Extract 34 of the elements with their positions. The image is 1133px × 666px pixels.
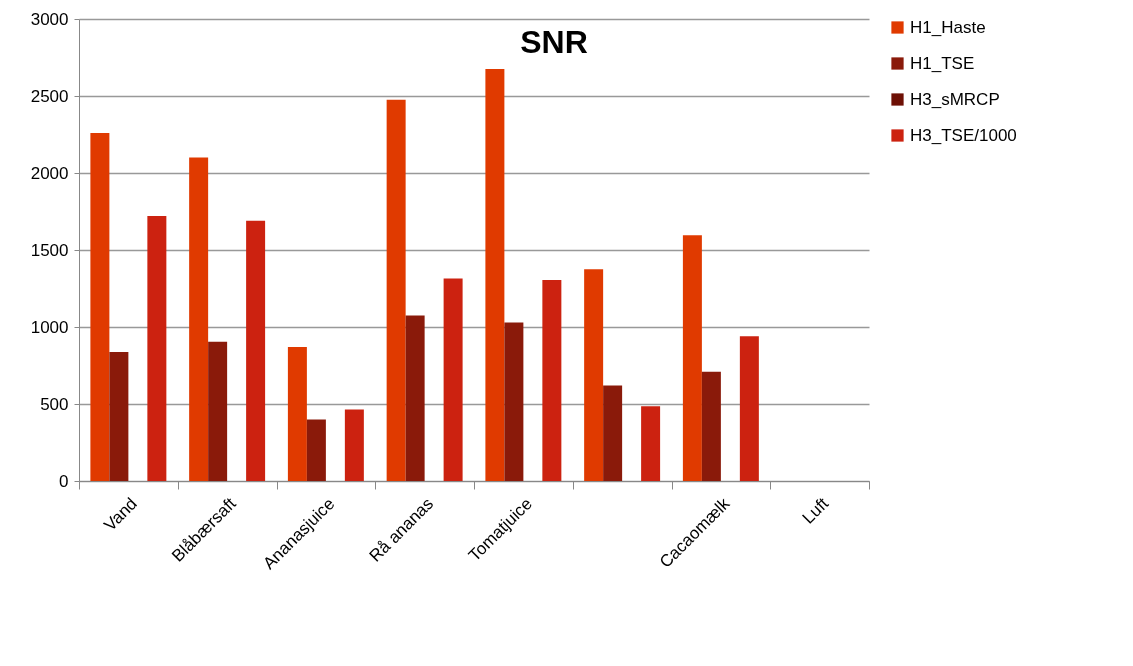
x-tick-label: Luft xyxy=(798,493,833,528)
bar xyxy=(405,315,425,481)
bar xyxy=(306,419,326,481)
bar xyxy=(109,351,129,481)
legend-label: H3_TSE/1000 xyxy=(910,125,1017,145)
bar xyxy=(485,69,505,481)
bar xyxy=(147,216,167,481)
bar xyxy=(90,132,110,481)
bar xyxy=(542,280,562,481)
y-tick-label: 1500 xyxy=(30,240,69,260)
y-tick-label: 1000 xyxy=(30,317,69,337)
bar xyxy=(386,99,406,481)
bar xyxy=(287,347,307,481)
legend-label: H3_sMRCP xyxy=(910,89,1000,109)
y-tick-label: 2000 xyxy=(30,163,69,183)
bar xyxy=(701,371,721,481)
legend-label: H1_TSE xyxy=(910,53,975,73)
bar xyxy=(344,409,364,481)
y-tick-label: 0 xyxy=(59,471,69,491)
bar xyxy=(246,220,266,481)
chart-title: SNR xyxy=(520,24,588,60)
legend-label: H1_Haste xyxy=(910,17,986,37)
y-tick-label: 3000 xyxy=(30,9,69,29)
bar xyxy=(682,235,702,481)
bar xyxy=(189,157,209,481)
bar xyxy=(504,322,524,481)
bar xyxy=(641,406,661,481)
bar xyxy=(208,341,228,481)
bar xyxy=(584,269,604,481)
y-tick-label: 500 xyxy=(40,394,69,414)
bar xyxy=(603,385,623,481)
bar xyxy=(443,278,463,481)
bar xyxy=(739,336,759,481)
y-tick-label: 2500 xyxy=(30,86,69,106)
